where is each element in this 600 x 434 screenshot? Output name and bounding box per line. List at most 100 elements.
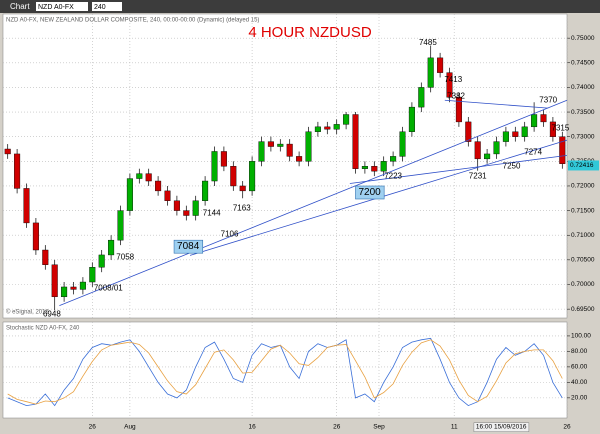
annotation: 7106 xyxy=(221,229,239,238)
candle-body xyxy=(502,131,509,142)
toolbar-chart[interactable]: Chart xyxy=(10,2,30,11)
annotation: 7084 xyxy=(177,241,200,252)
y-tick-label: 0.71000 xyxy=(571,232,595,239)
candle-body xyxy=(352,114,359,169)
y-tick-label: 80.00 xyxy=(571,348,588,355)
candle-body xyxy=(380,161,387,172)
stoch-line xyxy=(7,337,563,407)
candle-body xyxy=(305,131,312,162)
candle-body xyxy=(512,131,519,137)
chart-title: 4 HOUR NZDUSD xyxy=(248,24,372,41)
stoch-panel xyxy=(2,321,568,419)
candle-body xyxy=(521,126,528,137)
x-tick-label: 26 xyxy=(333,424,341,431)
candle-body xyxy=(258,141,265,162)
price-panel xyxy=(2,13,568,319)
candle-body xyxy=(192,200,199,216)
candle-body xyxy=(540,114,547,123)
candle-body xyxy=(371,166,378,172)
candle-body xyxy=(277,143,284,147)
x-tick-label: Aug xyxy=(124,424,136,431)
x-tick-label: 11 xyxy=(451,424,458,431)
x-tick-label: 26 xyxy=(89,424,97,431)
annotation-box xyxy=(355,185,385,200)
candle-body xyxy=(117,210,124,241)
annotation: 7008/01 xyxy=(94,284,123,293)
candle-body xyxy=(89,267,96,283)
symbol-box[interactable] xyxy=(36,2,88,11)
candle-body xyxy=(343,114,350,125)
candle-body xyxy=(108,239,115,256)
annotation: 7370 xyxy=(539,95,557,104)
candle-body xyxy=(70,286,77,290)
candle-body xyxy=(239,185,246,192)
candle-body xyxy=(145,173,152,182)
annotation: 7163 xyxy=(233,204,251,213)
annotation: 7413 xyxy=(444,75,462,84)
candle-body xyxy=(23,188,30,224)
y-tick-label: 0.73000 xyxy=(571,133,595,140)
annotation: 7274 xyxy=(524,148,542,157)
subtitle: NZD A0-FX, NEW ZEALAND DOLLAR COMPOSITE,… xyxy=(6,18,259,24)
cursor-label: 16:00 15/09/2016 xyxy=(476,424,527,431)
candle-body xyxy=(324,126,331,130)
candle-body xyxy=(314,126,321,132)
cursor-box xyxy=(473,422,530,432)
candle-body xyxy=(484,153,491,160)
candle-body xyxy=(493,141,500,155)
candle-body xyxy=(455,97,462,123)
candle-body xyxy=(446,72,453,98)
candle-body xyxy=(390,156,397,162)
candle-body xyxy=(220,151,227,167)
candle-body xyxy=(98,254,105,268)
candle-body xyxy=(183,210,190,216)
candle-body xyxy=(549,121,556,137)
candle-body xyxy=(559,136,566,164)
candle-body xyxy=(230,166,237,187)
toolbar xyxy=(0,0,600,13)
annotation: 7058 xyxy=(116,253,134,262)
annotation: 7231 xyxy=(469,172,487,181)
candle-body xyxy=(286,143,293,157)
toolbar-symbol[interactable]: NZD A0-FX xyxy=(38,4,74,11)
candle-body xyxy=(418,87,425,108)
y-tick-label: 0.74000 xyxy=(571,84,595,91)
y-tick-label: 0.70500 xyxy=(571,257,595,264)
x-tick-label: Sep xyxy=(373,424,385,431)
candle-body xyxy=(361,166,368,169)
candle-body xyxy=(408,106,415,132)
y-tick-label: 100.00 xyxy=(571,333,591,340)
candle-body xyxy=(531,114,538,128)
candle-body xyxy=(61,286,68,298)
y-tick-label: 0.71500 xyxy=(571,207,595,214)
candle-body xyxy=(267,141,274,147)
stoch-line xyxy=(7,339,563,405)
candle-body xyxy=(437,57,444,73)
y-tick-label: 0.75000 xyxy=(571,35,595,42)
watermark: © eSignal, 2016 xyxy=(6,309,49,316)
y-tick-label: 40.00 xyxy=(571,379,588,386)
candle-body xyxy=(202,180,209,201)
interval-box[interactable] xyxy=(92,2,122,11)
candle-body xyxy=(51,264,58,298)
annotation: 7200 xyxy=(358,187,381,198)
candle-body xyxy=(155,180,162,192)
toolbar-interval[interactable]: 240 xyxy=(94,4,106,11)
x-tick-label: 26 xyxy=(563,424,571,431)
annotation: 6948 xyxy=(43,310,61,319)
plot-layer: 0.69500 0.70000 0.70500 0.71000 0.71500 0.720… xyxy=(3,14,599,432)
candle-body xyxy=(164,190,171,201)
candle-body xyxy=(465,121,472,142)
annotation: 7144 xyxy=(203,209,221,218)
annotation: 7485 xyxy=(419,38,437,47)
panel-title: Stochastic NZD A0-FX, 240 xyxy=(6,326,80,332)
annotation: 7382 xyxy=(447,91,465,100)
trend-line xyxy=(444,99,549,109)
candle-body xyxy=(4,148,11,155)
y-tick-label: 0.69500 xyxy=(571,306,595,313)
y-tick-label: 20.00 xyxy=(571,395,588,402)
candle-body xyxy=(136,173,143,179)
last-price-label: 0.72416 xyxy=(570,162,594,169)
